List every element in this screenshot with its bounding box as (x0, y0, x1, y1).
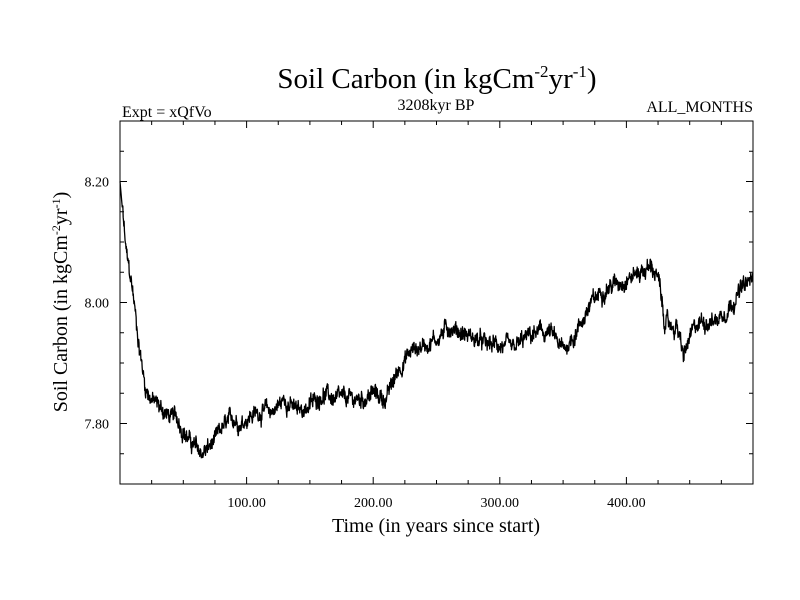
y-tick-label: 8.00 (85, 297, 110, 312)
x-tick-label: 400.00 (607, 496, 646, 511)
x-axis-ticks: 100.00 200.00 300.00 400.00 (151, 121, 722, 511)
y-tick-label: 7.80 (85, 418, 110, 433)
y-axis-ticks: 7.80 8.00 8.20 (85, 150, 753, 455)
chart-title: Soil Carbon (in kgCm-2yr-1) (277, 62, 596, 95)
series-group (119, 181, 754, 459)
series-line (119, 181, 754, 459)
y-tick-label: 8.20 (85, 176, 110, 191)
period-label: 3208kyr BP (398, 97, 475, 114)
months-label: ALL_MONTHS (646, 99, 753, 116)
x-tick-label: 200.00 (354, 496, 393, 511)
x-tick-label: 100.00 (227, 496, 266, 511)
x-axis-label: Time (in years since start) (332, 515, 540, 537)
x-tick-label: 300.00 (481, 496, 520, 511)
experiment-label: Expt = xQfVo (122, 104, 212, 121)
y-axis-label: Soil Carbon (in kgCm-2yr-1) (49, 192, 72, 413)
